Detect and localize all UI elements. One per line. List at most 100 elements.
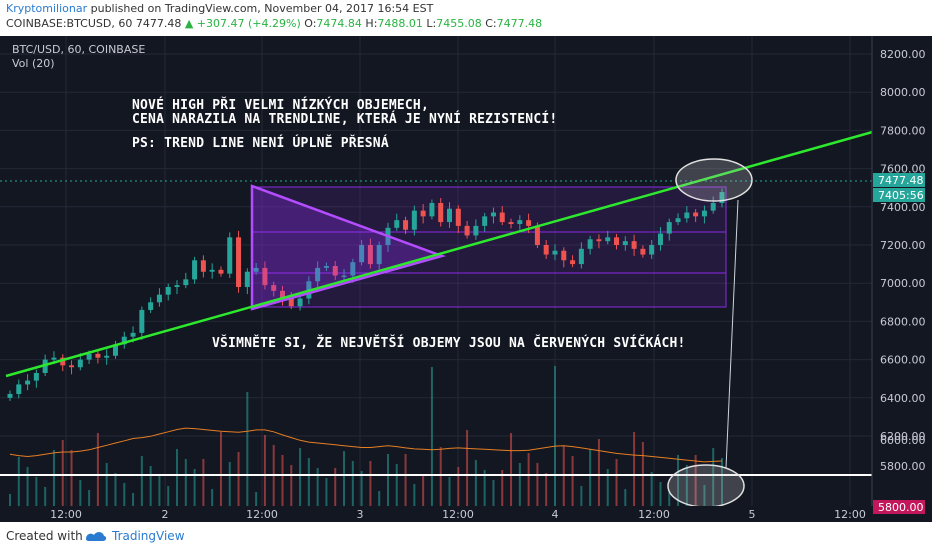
time-tick-label: 3 bbox=[357, 508, 364, 521]
volume-bar bbox=[378, 491, 381, 506]
candle-body bbox=[543, 245, 549, 255]
volume-bar bbox=[17, 457, 20, 506]
volume-indicator-label: Vol (20) bbox=[12, 57, 55, 70]
highlight-ellipse-top bbox=[675, 158, 753, 202]
volume-bar bbox=[360, 471, 363, 506]
candle-body bbox=[561, 250, 567, 261]
low-label: L: bbox=[426, 17, 437, 30]
volume-bar bbox=[369, 461, 372, 506]
publish-header: Kryptomilionar published on TradingView.… bbox=[6, 2, 433, 18]
candle-body bbox=[394, 220, 400, 228]
volume-bar bbox=[263, 435, 266, 506]
price-tick-label: 7600.00 bbox=[880, 163, 926, 176]
volume-bar bbox=[316, 468, 319, 506]
volume-bar bbox=[633, 432, 636, 506]
created-with-text: Created with bbox=[6, 529, 83, 543]
author-link[interactable]: Kryptomilionar bbox=[6, 2, 88, 15]
price-tick-label: 7200.00 bbox=[880, 239, 926, 252]
volume-bar bbox=[545, 473, 548, 506]
candle-body bbox=[244, 271, 250, 288]
chart-area[interactable]: NOVÉ HIGH PŘI VELMI NÍZKÝCH OBJEMECH, CE… bbox=[0, 36, 932, 522]
chart-svg[interactable]: NOVÉ HIGH PŘI VELMI NÍZKÝCH OBJEMECH, CE… bbox=[0, 36, 932, 522]
volume-bar bbox=[474, 460, 477, 506]
candle-body bbox=[657, 233, 663, 245]
volume-bar bbox=[61, 440, 64, 506]
volume-bar bbox=[211, 489, 214, 506]
volume-bar bbox=[334, 468, 337, 506]
volume-bar bbox=[132, 493, 135, 506]
candle-body bbox=[104, 355, 110, 358]
candle-body bbox=[420, 210, 426, 217]
candlesticks bbox=[7, 188, 725, 401]
volume-bar bbox=[290, 465, 293, 506]
price-tick-label: 8000.00 bbox=[880, 86, 926, 99]
price-change: +307.47 (+4.29%) bbox=[196, 17, 301, 30]
volume-bar bbox=[536, 463, 539, 506]
volume-bar bbox=[114, 473, 117, 506]
volume-bar bbox=[9, 494, 11, 506]
volume-bar bbox=[88, 490, 91, 506]
volume-bar bbox=[606, 469, 609, 506]
volume-bar bbox=[255, 492, 258, 506]
price-axis[interactable]: 6200.00 6400.00 6600.00 6800.00 7000.00 7200.… bbox=[871, 36, 932, 522]
volume-bar bbox=[176, 449, 179, 506]
volume-bar bbox=[624, 489, 627, 506]
volume-bar bbox=[615, 459, 618, 506]
volume-bar bbox=[492, 480, 495, 506]
volume-bar bbox=[237, 452, 240, 506]
candle-body bbox=[640, 248, 646, 255]
candle-body bbox=[16, 384, 22, 394]
volume-bar bbox=[659, 482, 662, 506]
open-label: O: bbox=[304, 17, 317, 30]
tradingview-logo-icon bbox=[86, 532, 107, 541]
grid-lines bbox=[0, 36, 872, 506]
candle-body bbox=[403, 220, 409, 230]
connector-line bbox=[725, 199, 739, 469]
candle-body bbox=[271, 285, 277, 291]
symbol-label: COINBASE:BTCUSD, 60 bbox=[6, 17, 133, 30]
candle-body bbox=[622, 241, 628, 245]
candle-body bbox=[60, 357, 66, 366]
candle-body bbox=[130, 332, 136, 337]
countdown-tag bbox=[873, 188, 925, 202]
candle-body bbox=[411, 210, 417, 230]
candle-body bbox=[666, 222, 672, 234]
volume-bar bbox=[193, 469, 196, 506]
countdown-prefix: 74 bbox=[878, 189, 892, 202]
volume-tick-label: 5800.00 bbox=[880, 460, 926, 473]
volume-bar bbox=[52, 450, 55, 506]
highlight-ellipse-bottom bbox=[667, 464, 745, 508]
annotation-line-2: CENA NARAZILA NA TRENDLINE, KTERÁ JE NYN… bbox=[132, 111, 557, 127]
candle-body bbox=[701, 210, 707, 217]
candle-body bbox=[332, 266, 338, 276]
triangle-pattern bbox=[250, 184, 447, 311]
volume-bar bbox=[650, 472, 653, 506]
volume-bar bbox=[386, 454, 389, 506]
candle-body bbox=[165, 287, 171, 295]
candle-body bbox=[675, 218, 681, 223]
volume-bar bbox=[677, 455, 680, 506]
candle-body bbox=[86, 353, 92, 360]
volume-bar bbox=[413, 484, 416, 506]
volume-bar bbox=[404, 454, 407, 506]
candle-body bbox=[508, 222, 514, 224]
high-label: H: bbox=[365, 17, 378, 30]
volume-bar bbox=[553, 366, 556, 506]
candle-body bbox=[77, 359, 83, 368]
price-tick-label: 7800.00 bbox=[880, 124, 926, 137]
candle-body bbox=[710, 202, 716, 211]
candle-body bbox=[552, 250, 558, 255]
candle-body bbox=[25, 380, 31, 385]
annotation-line-4: VŠIMNĚTE SI, ŽE NEJVĚTŠÍ OBJEMY JSOU NA … bbox=[212, 335, 686, 351]
candle-body bbox=[112, 344, 118, 356]
tradingview-brand-link[interactable]: TradingView bbox=[112, 529, 185, 543]
candle-body bbox=[429, 202, 435, 217]
candle-body bbox=[596, 239, 602, 242]
candle-body bbox=[297, 298, 303, 307]
time-axis[interactable]: 12:00 2 12:00 3 12:00 4 12:00 5 12:00 bbox=[0, 506, 932, 522]
candle-body bbox=[499, 212, 505, 223]
candle-body bbox=[719, 192, 725, 203]
volume-bar bbox=[202, 459, 205, 506]
volume-bar bbox=[140, 456, 143, 506]
footer: Created with TradingView bbox=[0, 522, 932, 550]
